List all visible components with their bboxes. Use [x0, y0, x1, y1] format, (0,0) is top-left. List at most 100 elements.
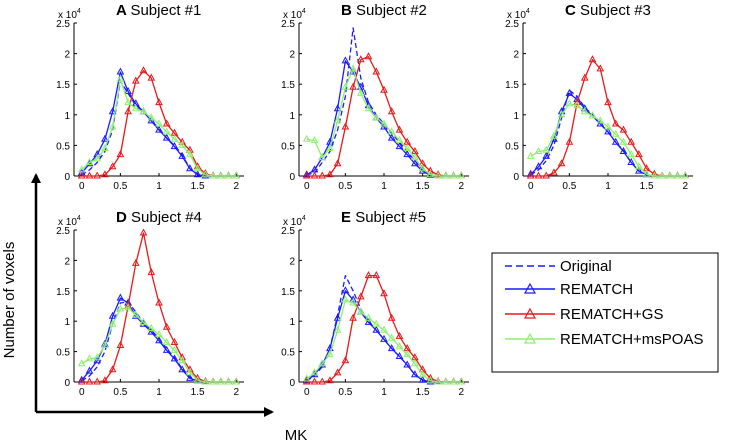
series-line-original [81, 80, 237, 177]
data-point-rematch-gs [116, 150, 125, 158]
y-tick-label: 1 [289, 111, 295, 122]
x-tick-label: 0.5 [113, 387, 127, 398]
data-point-rematch [193, 170, 202, 178]
data-point-rematch-mspoas [131, 104, 140, 112]
y-tick-label: 2 [64, 256, 70, 267]
y-tick-label: 0.5 [56, 141, 70, 152]
x-tick-label: 2 [233, 387, 239, 398]
data-point-rematch [318, 360, 327, 368]
data-point-rematch [101, 134, 109, 142]
data-point-rematch-mspoas [380, 119, 388, 127]
data-point-rematch-gs [139, 228, 148, 236]
data-point-rematch-gs [333, 159, 342, 167]
data-point-rematch-mspoas [85, 157, 94, 165]
data-point-rematch-mspoas [147, 323, 156, 331]
data-point-rematch-gs [542, 171, 551, 179]
data-point-rematch-mspoas [588, 111, 597, 119]
panel-e: 0 0.5 1 1.5 2 0 0.5 1 1.5 2 2.5x 104 E Subject #5 [281, 209, 469, 398]
legend-marker-rematch-gs [523, 307, 537, 319]
y-tick-label: 1.5 [56, 287, 70, 298]
legend-label-original: Original [560, 258, 612, 275]
data-point-rematch [565, 88, 574, 96]
data-point-rematch-gs [186, 145, 194, 153]
data-point-rematch-gs [557, 159, 566, 167]
data-point-rematch-gs [372, 271, 381, 279]
data-point-rematch [411, 159, 419, 167]
data-point-rematch [116, 293, 125, 301]
data-point-rematch-mspoas [673, 171, 682, 179]
legend-item-rematch-mspoas: REMATCH+msPOAS [505, 331, 704, 348]
data-point-rematch-mspoas [349, 64, 357, 72]
y-tick-label: 0.5 [56, 348, 70, 359]
data-point-rematch-gs [356, 292, 365, 300]
data-point-rematch-mspoas [101, 143, 109, 151]
data-point-rematch-gs [387, 107, 396, 115]
data-point-rematch-mspoas [162, 127, 171, 135]
data-point-rematch-gs [326, 170, 334, 178]
y-tick-label: 1 [64, 111, 70, 122]
data-point-rematch-mspoas [124, 98, 132, 106]
data-point-rematch [186, 373, 194, 381]
panel-a: 0 0.5 1 1.5 2 0 0.5 1 1.5 2 2.5x 104 A Subject #1 [56, 2, 244, 192]
data-point-rematch-mspoas [139, 107, 148, 115]
data-point-rematch-gs [101, 170, 109, 178]
data-point-rematch-mspoas [155, 119, 163, 127]
data-point-rematch-mspoas [318, 153, 327, 161]
data-point-rematch [186, 164, 194, 172]
y-tick-label: 2 [289, 256, 295, 267]
series-line-rematch-mspoas [81, 307, 237, 383]
data-point-rematch-mspoas [139, 317, 148, 325]
data-point-rematch [627, 157, 636, 165]
data-point-rematch [380, 334, 388, 342]
y-tick-label: 0 [64, 378, 70, 389]
series-line-rematch-gs [306, 274, 462, 383]
data-point-rematch-mspoas [216, 377, 225, 385]
data-point-rematch-mspoas [619, 137, 628, 145]
series-line-original [306, 27, 462, 177]
panel-b: 0 0.5 1 1.5 2 0 0.5 1 1.5 2 2.5x 104 B Subject #2 [281, 2, 469, 192]
data-point-rematch-mspoas [642, 169, 651, 177]
y-tick-label: 2.5 [56, 226, 70, 237]
data-point-rematch-mspoas [224, 171, 233, 179]
x-tick-label: 1.5 [416, 181, 430, 192]
panel-d: 0 0.5 1 1.5 2 0 0.5 1 1.5 2 2.5x 104 D Subject #4 [56, 209, 244, 398]
data-point-rematch-mspoas [403, 143, 412, 151]
data-point-rematch-mspoas [310, 135, 319, 143]
y-tick-label: 2.5 [505, 19, 519, 30]
data-point-rematch-mspoas [411, 153, 419, 161]
data-point-rematch-mspoas [326, 143, 334, 151]
data-point-rematch-gs [162, 322, 171, 330]
data-point-rematch-mspoas [302, 134, 311, 142]
data-point-rematch-gs [580, 73, 589, 81]
y-tick-label: 1 [513, 111, 519, 122]
y-tick-label: 0 [64, 172, 70, 183]
data-point-rematch-mspoas [557, 110, 566, 118]
data-point-rematch-gs [573, 98, 581, 106]
data-point-rematch [93, 150, 102, 158]
y-tick-label: 2 [289, 50, 295, 61]
series-line-rematch-mspoas [530, 103, 686, 177]
data-point-rematch-mspoas [604, 122, 612, 130]
data-point-rematch-mspoas [372, 113, 381, 121]
data-point-rematch [302, 170, 311, 178]
data-point-rematch-gs [333, 368, 342, 376]
data-point-rematch-gs [611, 119, 620, 127]
data-point-rematch-mspoas [457, 377, 466, 385]
data-point-rematch-mspoas [395, 342, 404, 350]
data-point-rematch-mspoas [565, 99, 574, 107]
data-point-rematch-gs [147, 268, 156, 276]
x-tick-label: 1.5 [191, 387, 205, 398]
data-point-rematch [611, 137, 620, 145]
x-tick-label: 1 [156, 387, 162, 398]
legend-item-original: Original [505, 258, 612, 275]
y-tick-label: 1.5 [505, 80, 519, 91]
y-scale-label: x 104 [507, 8, 530, 21]
x-tick-label: 0.5 [338, 181, 352, 192]
data-point-rematch-mspoas [349, 298, 357, 306]
data-point-rematch-mspoas [380, 325, 388, 333]
x-tick-label: 0.5 [562, 181, 576, 192]
data-point-rematch [170, 354, 179, 362]
data-point-rematch [108, 311, 117, 319]
data-point-rematch-mspoas [418, 370, 427, 378]
data-point-rematch-gs [596, 64, 605, 72]
